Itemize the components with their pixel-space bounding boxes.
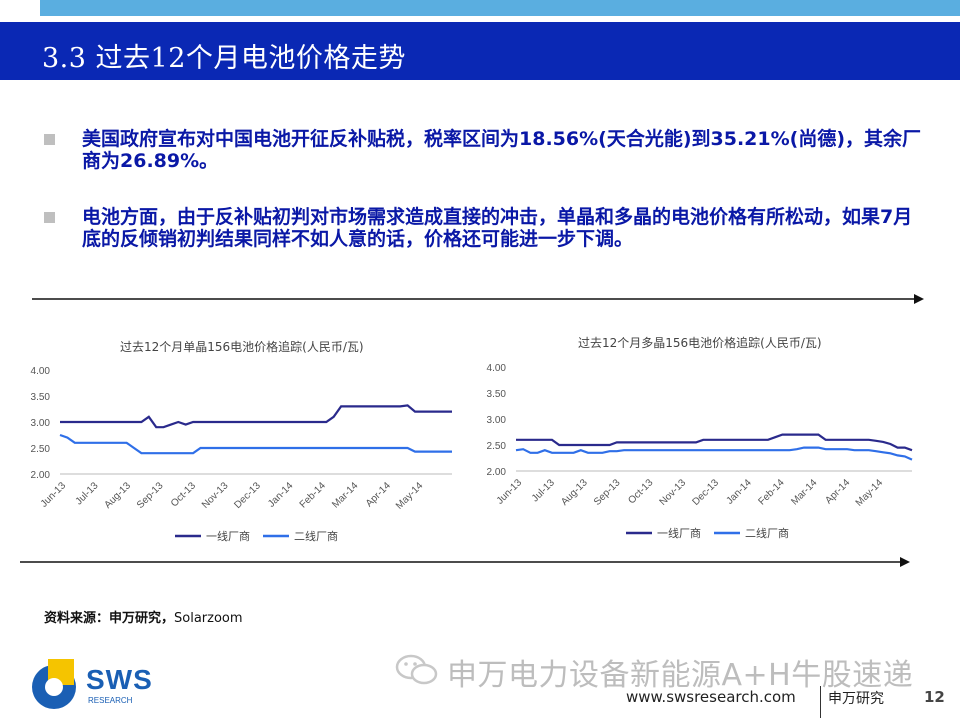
bullet-square-icon [44, 212, 55, 223]
x-tick-label: May-14 [394, 480, 426, 512]
separator-arrow-top [32, 294, 924, 304]
x-tick-label: Jun-13 [39, 480, 69, 510]
bullet-item: 美国政府宣布对中国电池开征反补贴税，税率区间为18.56%(天合光能)到35.2… [44, 128, 924, 172]
series-line-2 [59, 433, 452, 455]
series-line-1 [60, 404, 452, 429]
legend-label: 二线厂商 [745, 526, 789, 540]
x-tick-label: Aug-13 [559, 477, 590, 508]
y-tick-label: 3.50 [31, 392, 51, 403]
legend-label: 二线厂商 [294, 529, 338, 543]
x-tick-label: Sep-13 [135, 480, 166, 511]
y-tick-label: 3.50 [487, 389, 507, 400]
y-tick-label: 2.00 [31, 470, 51, 481]
separator-arrow-bottom [20, 557, 910, 567]
y-tick-label: 4.00 [487, 363, 507, 374]
source-label: 资料来源：申万研究， [44, 611, 175, 626]
chart-title-poly: 过去12个月多晶156电池价格追踪(人民币/瓦) [578, 336, 822, 350]
x-tick-label: Jun-13 [495, 477, 525, 507]
x-tick-label: Nov-13 [200, 480, 231, 511]
sws-logo-icon [32, 659, 76, 709]
watermark-text: 申万电力设备新能源A+H牛股速递 [447, 658, 914, 693]
source-value: Solarzoom [174, 611, 243, 626]
y-tick-label: 3.00 [31, 418, 51, 429]
y-tick-label: 3.00 [487, 415, 507, 426]
bullet-text: 美国政府宣布对中国电池开征反补贴税，税率区间为18.56%(天合光能)到35.2… [82, 128, 922, 172]
x-tick-label: Aug-13 [102, 480, 133, 511]
y-tick-label: 4.00 [31, 366, 51, 377]
x-tick-label: Jan-14 [266, 480, 296, 510]
footer-divider [820, 686, 821, 718]
x-tick-label: Apr-14 [364, 480, 393, 509]
bullet-item: 电池方面，由于反补贴初判对市场需求造成直接的冲击，单晶和多晶的电池价格有所松动，… [44, 206, 924, 250]
y-tick-label: 2.00 [487, 467, 507, 478]
x-tick-label: Apr-14 [823, 477, 852, 506]
series-line-2 [515, 446, 913, 461]
wechat-icon [395, 654, 438, 685]
x-tick-label: Sep-13 [592, 477, 623, 508]
x-tick-label: Nov-13 [658, 477, 689, 508]
legend-label: 一线厂商 [206, 529, 250, 543]
logo-subtext: RESEARCH [88, 696, 133, 705]
y-tick-label: 2.50 [31, 444, 51, 455]
x-tick-label: Feb-14 [298, 480, 328, 510]
x-tick-label: Jan-14 [724, 477, 754, 507]
chart-title-mono: 过去12个月单晶156电池价格追踪(人民币/瓦) [120, 340, 364, 354]
top-accent-strip [40, 0, 960, 16]
x-tick-label: Oct-13 [169, 480, 198, 509]
y-tick-label: 2.50 [487, 441, 507, 452]
title-bar [0, 22, 960, 80]
footer-url[interactable]: www.swsresearch.com [626, 688, 796, 706]
x-tick-label: Oct-13 [626, 477, 655, 506]
x-tick-label: Jul-13 [530, 477, 557, 504]
page-number: 12 [924, 688, 945, 706]
x-tick-label: Mar-14 [789, 477, 819, 507]
footer-org: 申万研究 [828, 691, 884, 707]
logo-text: SWS [86, 664, 153, 695]
x-tick-label: Jul-13 [74, 480, 101, 507]
series-line-1 [516, 433, 913, 452]
slide-title: 3.3 过去12个月电池价格走势 [42, 43, 406, 74]
x-tick-label: Dec-13 [690, 477, 721, 508]
x-tick-label: Dec-13 [232, 480, 263, 511]
legend-label: 一线厂商 [657, 526, 701, 540]
source-note: 资料来源：申万研究，Solarzoom [44, 607, 243, 626]
bullet-text: 电池方面，由于反补贴初判对市场需求造成直接的冲击，单晶和多晶的电池价格有所松动，… [82, 206, 913, 250]
x-tick-label: Feb-14 [757, 477, 787, 507]
x-tick-label: Mar-14 [330, 480, 360, 510]
bullet-square-icon [44, 134, 55, 145]
x-tick-label: May-14 [854, 477, 886, 509]
